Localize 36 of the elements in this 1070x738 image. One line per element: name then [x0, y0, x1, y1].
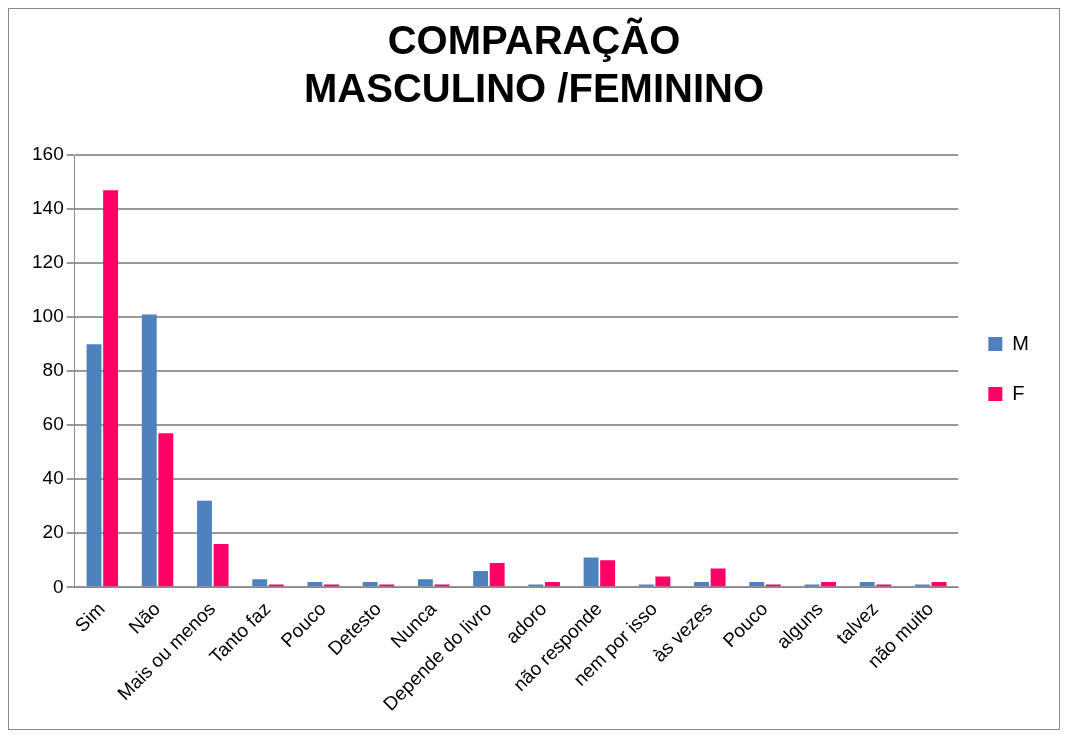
y-tick-label: 40 [42, 467, 64, 489]
bar [307, 581, 323, 587]
y-tick-label: 0 [53, 575, 64, 597]
y-tick-label: 140 [32, 197, 64, 219]
y-tick-label: 160 [32, 143, 64, 165]
bar [544, 581, 560, 587]
y-tick-label: 80 [42, 359, 64, 381]
y-tick-label: 20 [42, 521, 64, 543]
bar [655, 576, 671, 587]
y-tick-label: 100 [32, 305, 64, 327]
bar [583, 557, 599, 587]
bar [710, 568, 726, 587]
bar [473, 571, 489, 587]
bar [252, 579, 268, 587]
bar [417, 579, 433, 587]
bar [213, 544, 229, 587]
bar [821, 581, 837, 587]
text: COMPARAÇÃO [387, 18, 681, 63]
bar [197, 500, 212, 587]
y-tick-label: 60 [42, 413, 64, 435]
bar [86, 344, 102, 587]
x-tick-label: Sim [70, 598, 109, 637]
bar [141, 314, 157, 587]
legend-label: F [1012, 381, 1025, 404]
bar [600, 560, 616, 587]
text: MASCULINO /FEMININO [304, 66, 764, 111]
bar [694, 581, 709, 587]
bar [103, 190, 119, 587]
bar [158, 433, 174, 587]
bar [489, 562, 505, 587]
bar [749, 581, 765, 587]
legend-label: M [1012, 331, 1030, 354]
y-tick-label: 120 [32, 251, 64, 273]
bar [859, 581, 875, 587]
bar [362, 581, 378, 587]
x-tick-label: Não [124, 598, 165, 638]
